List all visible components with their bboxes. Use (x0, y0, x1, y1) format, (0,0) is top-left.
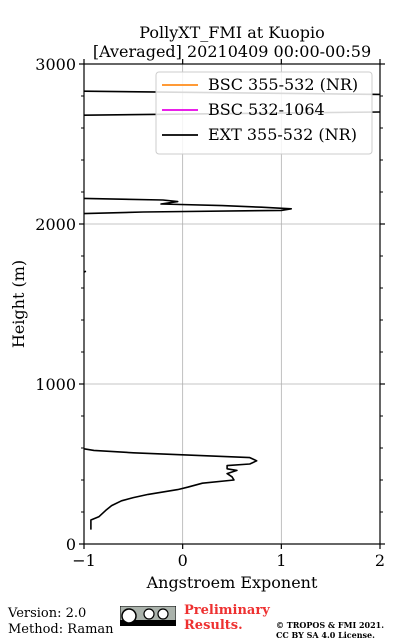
chart-subtitle: [Averaged] 20210409 00:00-00:59 (93, 42, 371, 61)
preliminary-results-notice: Preliminary Results. (184, 603, 270, 633)
copyright-line-1: © TROPOS & FMI 2021. (276, 620, 385, 630)
legend: BSC 355-532 (NR) BSC 532-1064 EXT 355-532 … (155, 71, 373, 155)
legend-label: BSC 532-1064 (208, 100, 325, 119)
y-tick-label: 2000 (35, 215, 76, 234)
plot-area (83, 90, 381, 530)
y-tick-label: 1000 (35, 375, 76, 394)
y-axis-label: Height (m) (9, 260, 28, 348)
x-tick-label: −1 (72, 551, 96, 570)
x-axis-label: Angstroem Exponent (146, 573, 318, 592)
preliminary-line-1: Preliminary (184, 603, 270, 618)
method-label: Method: Raman (8, 622, 114, 637)
plot-frame (83, 63, 381, 545)
preliminary-line-2: Results. (184, 618, 243, 633)
y-tick-label: 0 (66, 535, 76, 554)
x-tick-label: 2 (375, 551, 385, 570)
y-tick-label: 3000 (35, 55, 76, 74)
line-chart: PollyXT_FMI at Kuopio [Averaged] 2021040… (9, 23, 385, 592)
x-tick-label: 1 (276, 551, 286, 570)
series-line (83, 448, 258, 530)
version-label: Version: 2.0 (8, 606, 87, 621)
copyright-line-2: CC BY SA 4.0 License. (276, 630, 375, 640)
chart-title: PollyXT_FMI at Kuopio (139, 23, 325, 42)
legend-label: BSC 355-532 (NR) (208, 75, 358, 94)
legend-label: EXT 355-532 (NR) (208, 125, 357, 144)
legend-box (155, 71, 373, 155)
x-tick-label: 0 (178, 551, 188, 570)
series-line (83, 197, 292, 215)
cc-by-sa-license-icon (120, 606, 176, 626)
copyright-notice: © TROPOS & FMI 2021. CC BY SA 4.0 Licens… (276, 620, 384, 640)
